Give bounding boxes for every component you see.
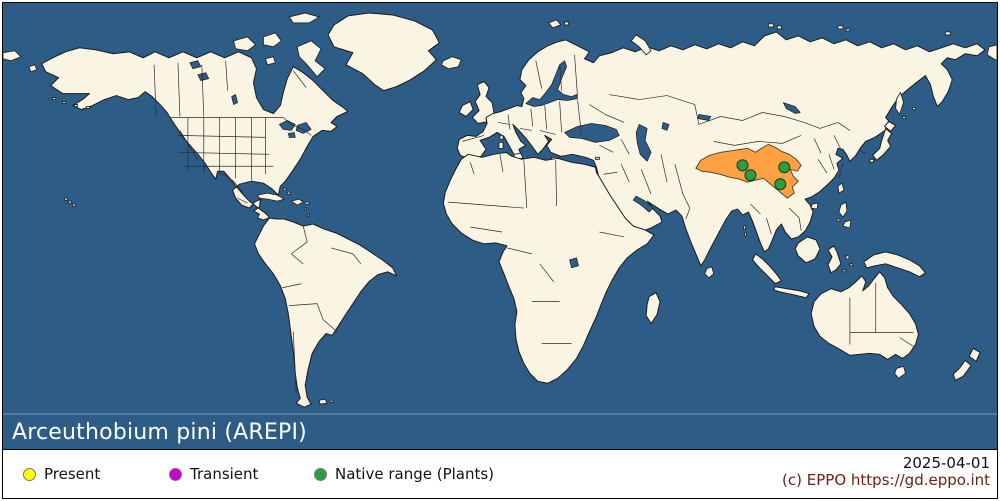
legend-bar: Present Transient Native range (Plants) … [3,449,997,498]
lake-victoria [569,257,579,269]
madagascar [645,292,661,325]
arctic-islands [233,12,326,78]
africa [442,151,655,384]
sri-lanka [704,266,715,279]
legend-item-present: Present [23,450,100,498]
new-zealand [952,347,981,381]
native-range-marker [744,169,757,182]
native-range-markers [736,159,791,191]
native-range-marker [778,161,791,174]
legend-item-native-range: Native range (Plants) [314,450,494,498]
attribution: (c) EPPO https://gd.eppo.int [782,471,990,489]
native-range-marker [774,178,787,191]
aral-sea [661,122,670,131]
borders-europe [462,54,625,142]
caspian-sea [635,124,652,162]
iceland [440,56,462,70]
borders-north-america [153,60,312,204]
eurasia [456,31,986,267]
borders-africa [448,154,625,344]
philippines [836,201,852,229]
black-sea [564,123,620,143]
hudson-great-lakes [189,60,312,138]
russian-arctic-islands [548,19,951,56]
world-map [3,12,997,408]
baltic-sea [525,60,578,107]
borders-south-america [282,225,362,394]
world-map-area: Arceuthobium pini (AREPI) [3,3,997,449]
mediterranean-islands [498,135,600,160]
greenland [327,12,440,92]
map-date: 2025-04-01 [902,454,990,472]
native-range-marker [736,159,749,172]
falkland-islands [318,398,334,405]
new-guinea [863,251,926,278]
transient-circle-icon [169,467,182,481]
borders-asia [599,94,866,235]
native-range-circle-icon [314,467,327,481]
legend-label: Native range (Plants) [335,465,495,483]
country-borders [153,54,914,394]
legend-label: Present [44,465,101,483]
sumatra-java [751,253,810,299]
japan [869,120,897,163]
moluccas [743,225,854,273]
borneo [794,236,821,264]
borders-australia [849,282,914,347]
sakhalin [895,91,916,119]
sulawesi [827,245,842,274]
footer-info: 2025-04-01 (c) EPPO https://gd.eppo.int [782,455,990,489]
map-title: Arceuthobium pini (AREPI) [12,419,307,445]
tasmania [894,365,907,379]
present-circle-icon [23,467,36,481]
legend-label: Transient [190,465,259,483]
australia [810,271,919,360]
edge-islands [3,44,997,207]
persian-gulf [632,195,654,213]
south-america [253,217,398,408]
continents [3,12,997,408]
map-title-bar: Arceuthobium pini (AREPI) [3,413,997,449]
caribbean-islands [256,187,310,217]
taiwan-hainan [810,182,845,210]
north-america [41,47,349,222]
lakes [189,60,801,269]
legend-item-transient: Transient [169,450,258,498]
